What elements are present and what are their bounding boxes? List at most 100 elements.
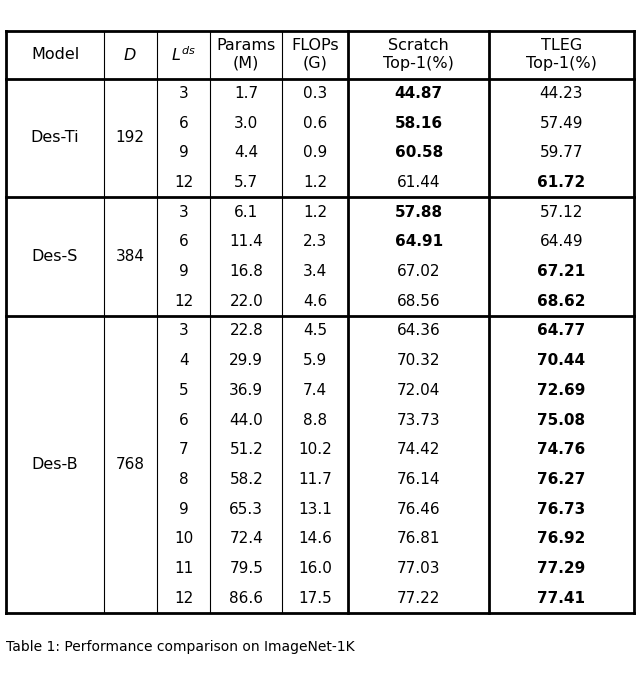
Text: 44.87: 44.87 xyxy=(395,86,443,101)
Text: $L^{ds}$: $L^{ds}$ xyxy=(172,45,196,64)
Text: 64.91: 64.91 xyxy=(395,234,443,249)
Text: 9: 9 xyxy=(179,501,188,516)
Text: Des-B: Des-B xyxy=(32,457,78,472)
Text: 64.36: 64.36 xyxy=(397,323,441,338)
Text: 86.6: 86.6 xyxy=(229,590,263,606)
Text: 16.0: 16.0 xyxy=(298,561,332,576)
Text: 13.1: 13.1 xyxy=(298,501,332,516)
Text: 77.22: 77.22 xyxy=(397,590,440,606)
Text: $D$: $D$ xyxy=(124,47,137,63)
Text: 65.3: 65.3 xyxy=(229,501,263,516)
Text: 57.49: 57.49 xyxy=(540,116,583,131)
Text: 44.23: 44.23 xyxy=(540,86,583,101)
Text: 4.5: 4.5 xyxy=(303,323,327,338)
Text: 768: 768 xyxy=(116,457,145,472)
Text: 11.7: 11.7 xyxy=(298,472,332,487)
Text: 7.4: 7.4 xyxy=(303,383,327,398)
Text: 68.62: 68.62 xyxy=(537,294,586,309)
Text: 61.44: 61.44 xyxy=(397,175,440,190)
Text: 6: 6 xyxy=(179,116,188,131)
Text: 3: 3 xyxy=(179,86,188,101)
Text: 4: 4 xyxy=(179,353,188,368)
Text: 75.08: 75.08 xyxy=(538,412,586,427)
Text: 6: 6 xyxy=(179,412,188,427)
Text: 3.0: 3.0 xyxy=(234,116,259,131)
Text: 14.6: 14.6 xyxy=(298,532,332,547)
Text: 61.72: 61.72 xyxy=(538,175,586,190)
Text: 67.21: 67.21 xyxy=(538,264,586,279)
Text: Table 1: Performance comparison on ImageNet-1K: Table 1: Performance comparison on Image… xyxy=(6,640,355,654)
Text: 5.9: 5.9 xyxy=(303,353,328,368)
Text: 58.2: 58.2 xyxy=(229,472,263,487)
Text: 70.44: 70.44 xyxy=(538,353,586,368)
Text: 76.46: 76.46 xyxy=(397,501,440,516)
Text: 68.56: 68.56 xyxy=(397,294,440,309)
Text: 72.69: 72.69 xyxy=(538,383,586,398)
Text: Des-S: Des-S xyxy=(32,249,78,264)
Text: 76.27: 76.27 xyxy=(538,472,586,487)
Text: 1.2: 1.2 xyxy=(303,205,327,220)
Text: 76.92: 76.92 xyxy=(538,532,586,547)
Text: 384: 384 xyxy=(116,249,145,264)
Text: 64.77: 64.77 xyxy=(538,323,586,338)
Text: 10.2: 10.2 xyxy=(298,443,332,458)
Text: 11: 11 xyxy=(174,561,193,576)
Text: TLEG
Top-1(%): TLEG Top-1(%) xyxy=(526,38,597,71)
Text: 7: 7 xyxy=(179,443,188,458)
Text: FLOPs
(G): FLOPs (G) xyxy=(291,38,339,71)
Text: 3: 3 xyxy=(179,323,188,338)
Text: 5.7: 5.7 xyxy=(234,175,259,190)
Text: 74.42: 74.42 xyxy=(397,443,440,458)
Text: Scratch
Top-1(%): Scratch Top-1(%) xyxy=(383,38,454,71)
Text: 12: 12 xyxy=(174,175,193,190)
Text: 76.14: 76.14 xyxy=(397,472,440,487)
Text: 44.0: 44.0 xyxy=(229,412,263,427)
Text: 4.4: 4.4 xyxy=(234,145,259,160)
Text: 79.5: 79.5 xyxy=(229,561,263,576)
Text: 22.8: 22.8 xyxy=(229,323,263,338)
Text: 6: 6 xyxy=(179,234,188,249)
Text: 16.8: 16.8 xyxy=(229,264,263,279)
Text: 22.0: 22.0 xyxy=(229,294,263,309)
Text: Model: Model xyxy=(31,47,79,62)
Text: 59.77: 59.77 xyxy=(540,145,583,160)
Text: 8.8: 8.8 xyxy=(303,412,327,427)
Text: 72.04: 72.04 xyxy=(397,383,440,398)
Text: Params
(M): Params (M) xyxy=(217,38,276,71)
Text: 77.41: 77.41 xyxy=(538,590,586,606)
Text: 1.2: 1.2 xyxy=(303,175,327,190)
Text: 0.6: 0.6 xyxy=(303,116,328,131)
Text: 6.1: 6.1 xyxy=(234,205,259,220)
Text: 58.16: 58.16 xyxy=(395,116,443,131)
Text: 76.81: 76.81 xyxy=(397,532,440,547)
Text: 67.02: 67.02 xyxy=(397,264,440,279)
Text: 36.9: 36.9 xyxy=(229,383,264,398)
Text: 9: 9 xyxy=(179,264,188,279)
Text: 72.4: 72.4 xyxy=(229,532,263,547)
Text: 57.12: 57.12 xyxy=(540,205,583,220)
Text: 3.4: 3.4 xyxy=(303,264,328,279)
Text: 73.73: 73.73 xyxy=(397,412,440,427)
Text: 64.49: 64.49 xyxy=(540,234,583,249)
Text: 8: 8 xyxy=(179,472,188,487)
Text: 76.73: 76.73 xyxy=(538,501,586,516)
Text: 11.4: 11.4 xyxy=(229,234,263,249)
Text: 9: 9 xyxy=(179,145,188,160)
Text: 70.32: 70.32 xyxy=(397,353,440,368)
Text: 10: 10 xyxy=(174,532,193,547)
Text: 192: 192 xyxy=(116,130,145,145)
Text: 12: 12 xyxy=(174,294,193,309)
Text: 0.9: 0.9 xyxy=(303,145,328,160)
Text: 5: 5 xyxy=(179,383,188,398)
Text: Des-Ti: Des-Ti xyxy=(31,130,79,145)
Text: 57.88: 57.88 xyxy=(395,205,443,220)
Text: 51.2: 51.2 xyxy=(229,443,263,458)
Text: 4.6: 4.6 xyxy=(303,294,328,309)
Text: 77.03: 77.03 xyxy=(397,561,440,576)
Text: 1.7: 1.7 xyxy=(234,86,259,101)
Text: 12: 12 xyxy=(174,590,193,606)
Text: 2.3: 2.3 xyxy=(303,234,328,249)
Text: 17.5: 17.5 xyxy=(298,590,332,606)
Text: 74.76: 74.76 xyxy=(538,443,586,458)
Text: 77.29: 77.29 xyxy=(538,561,586,576)
